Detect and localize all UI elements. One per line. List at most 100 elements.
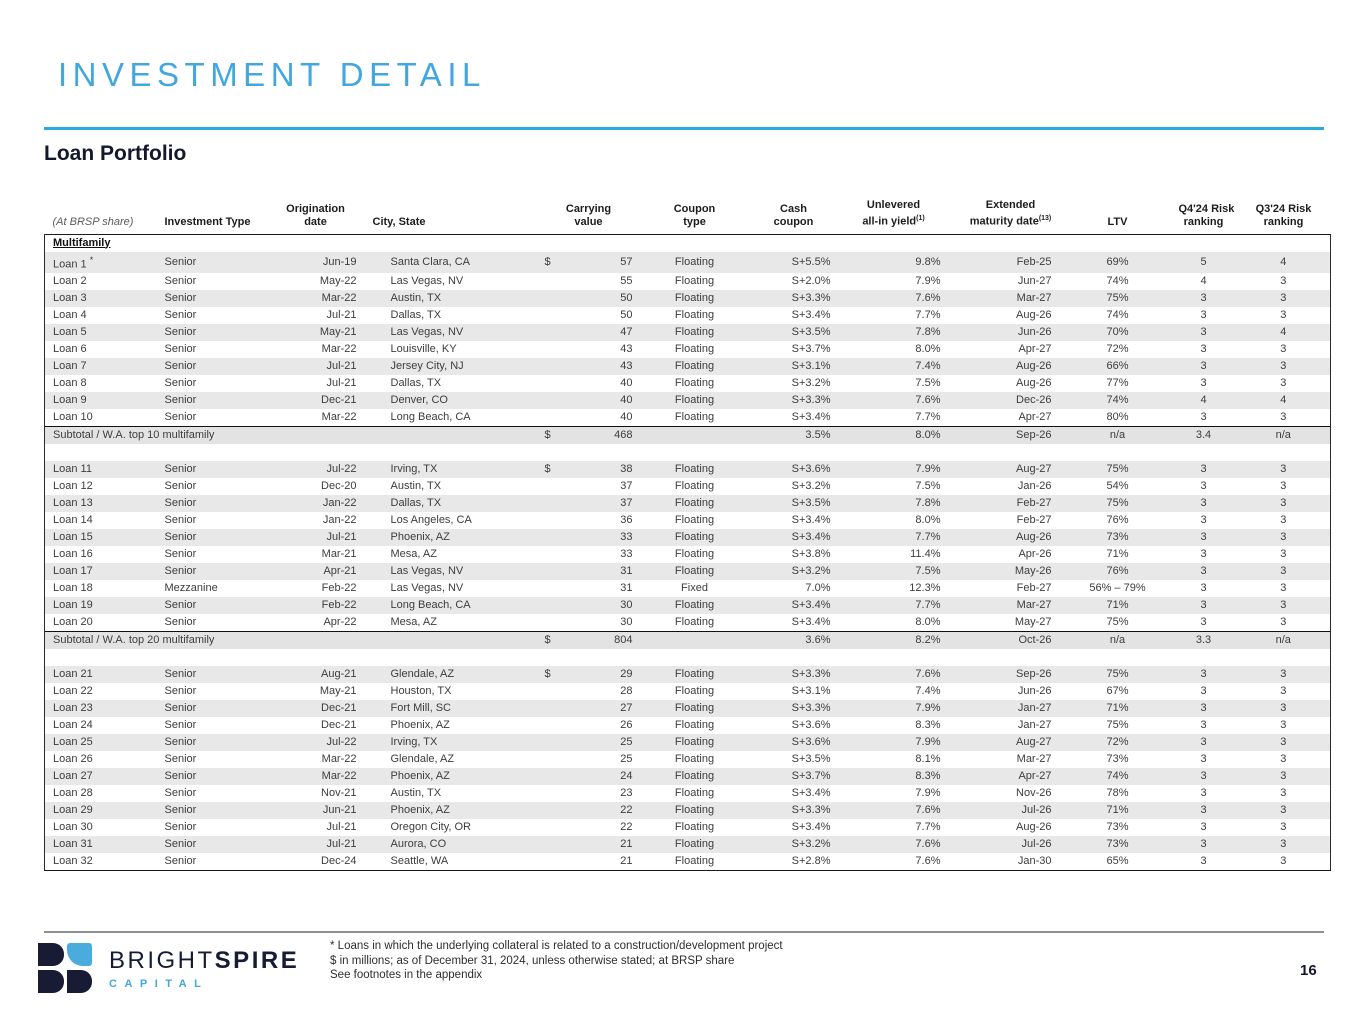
header-line-top: Q3'24 Risk (1255, 202, 1312, 215)
dollar-sign (545, 580, 548, 597)
cell-q3-risk-ranking: 3 (1236, 375, 1331, 393)
cell-origination-date: Jan-22 (322, 514, 357, 527)
cell-loan-name: Loan 13 (44, 495, 157, 513)
cell-loan-name: Loan 1 * (44, 251, 157, 274)
cell-ltv: 70% (1064, 324, 1171, 342)
footnote-line: * Loans in which the underlying collater… (330, 940, 783, 952)
cell-all-in-yield: 7.4% (915, 685, 941, 698)
column-header-all-in-yield: Unlevered all-in yield(1) (839, 190, 949, 234)
carrying-value-content: $468 (545, 428, 633, 445)
table-row: Loan 32 Senior Dec-24 Seattle, WA 21 Floatin… (44, 853, 1331, 872)
carrying-value-content: 31 (545, 563, 632, 580)
header-line-top: Cash (780, 202, 807, 215)
carrying-amount: 43 (620, 360, 633, 373)
cell-origination-date: Jul-21 (266, 836, 365, 854)
dollar-sign (545, 717, 548, 734)
header-line-bottom: all-in yield(1) (862, 214, 925, 228)
cell-subtotal-cash-coupon: 3.5% (748, 426, 839, 445)
cell-origination-date: Mar-22 (321, 753, 357, 766)
cell-carrying-value: 40 (537, 375, 641, 392)
cell-carrying-value: 26 (537, 717, 641, 734)
column-header-coupon-type: Coupon type (641, 190, 749, 234)
cell-investment-type: Senior (156, 802, 267, 820)
cell-q3-risk-ranking: 3 (1236, 785, 1331, 803)
cell-q3-risk-ranking: 4 (1236, 324, 1331, 342)
cell-cash-coupon: S+3.4% (748, 597, 839, 615)
cell-q3-risk-ranking: 3 (1236, 546, 1331, 564)
cell-cash-coupon: S+3.5% (748, 324, 839, 342)
cell-q3-risk-ranking: 3 (1236, 717, 1331, 735)
cell-coupon-type: Floating (640, 392, 749, 410)
cell-q3-risk-ranking: 3 (1236, 734, 1331, 752)
cell-subtotal-q4-risk-ranking: 3.3 (1170, 631, 1237, 650)
cell-city-state: Las Vegas, NV (364, 563, 537, 581)
cell-q3-risk-ranking: 3 (1236, 751, 1331, 769)
cell-q3-risk-ranking: 3 (1236, 580, 1331, 598)
cell-city-state: Dallas, TX (390, 309, 442, 322)
cell-origination-date: Mar-22 (266, 290, 365, 308)
cell-coupon-type: Floating (640, 666, 749, 684)
cell-all-in-yield: 7.7% (838, 597, 949, 615)
header-line-top: Unlevered (866, 198, 921, 211)
cell-q3-risk-ranking: 3 (1236, 461, 1331, 479)
brand-name-regular: BRIGHT (109, 946, 215, 974)
cell-coupon-type: Floating (674, 411, 715, 424)
carrying-value-content: 37 (545, 495, 632, 512)
cell-origination-date: Mar-22 (266, 768, 365, 786)
cell-investment-type: Senior (164, 787, 197, 800)
cell-investment-type: Senior (156, 666, 267, 684)
table-row: Loan 3 Senior Mar-22 Austin, TX 50 Floating S… (44, 290, 1331, 308)
cell-cash-coupon: S+3.1% (748, 358, 839, 376)
cell-q4-risk-ranking: 5 (1170, 251, 1237, 274)
carrying-value-content: $804 (545, 633, 633, 650)
cell-all-in-yield: 12.3% (909, 582, 941, 595)
spacer-cell (44, 444, 1331, 462)
cell-cash-coupon: S+3.7% (748, 768, 839, 786)
table-row: Loan 2 Senior May-22 Las Vegas, NV 55 Floati… (44, 273, 1331, 291)
cell-city-state: Long Beach, CA (364, 597, 537, 615)
cell-subtotal-all-in-yield: 8.0% (838, 426, 949, 445)
logo-block-top-left (38, 943, 64, 966)
cell-loan-name: Loan 11 (44, 461, 157, 479)
dollar-sign: $ (544, 255, 551, 268)
cell-subtotal-label: Subtotal / W.A. top 20 multifamily (44, 631, 537, 650)
cell-q3-risk-ranking: 3 (1236, 563, 1331, 581)
dollar-sign (545, 734, 548, 751)
cell-q4-risk-ranking: 3 (1200, 343, 1207, 356)
carrying-value-content: $38 (545, 461, 633, 478)
column-header-carrying-value: Carrying value (537, 190, 641, 234)
cell-maturity-date: Mar-27 (1016, 753, 1052, 766)
table-row: Loan 30 Senior Jul-21 Oregon City, OR 22 Flo… (44, 819, 1331, 837)
cell-q4-risk-ranking: 3 (1200, 821, 1207, 834)
cell-coupon-type: Floating (640, 324, 749, 342)
header-row: (At BRSP share) Investment Type Originatio… (45, 190, 1331, 234)
cell-all-in-yield: 8.3% (915, 719, 941, 732)
cell-loan-name: Loan 16 (44, 546, 157, 564)
cell-all-in-yield: 11.4% (910, 548, 941, 561)
cell-maturity-date: Aug-26 (948, 529, 1065, 547)
carrying-amount: 24 (620, 770, 633, 783)
cell-q3-risk-ranking: 3 (1236, 478, 1331, 496)
dollar-sign (545, 392, 548, 409)
cell-q3-risk-ranking: 3 (1236, 358, 1331, 376)
cell-subtotal-ltv: n/a (1064, 631, 1171, 650)
cell-q4-risk-ranking: 3 (1200, 719, 1207, 732)
cell-origination-date: Feb-22 (321, 582, 357, 595)
cell-carrying-value: 22 (536, 802, 641, 820)
table-row: Loan 15 Senior Jul-21 Phoenix, AZ 33 Floatin… (44, 529, 1331, 547)
cell-origination-date: May-21 (319, 685, 357, 698)
header-line-bottom: date (304, 215, 327, 228)
table-row: Loan 1 * Senior Jun-19 Santa Clara, CA $57 Fl… (44, 251, 1331, 274)
carrying-value-content: 22 (545, 802, 632, 819)
cell-carrying-value: 43 (537, 341, 641, 358)
header-line-top: Carrying (565, 202, 612, 215)
column-header-q4-risk-ranking: Q4'24 Risk ranking (1171, 190, 1237, 234)
cell-ltv: 74% (1106, 275, 1129, 288)
column-header-investment-type: Investment Type (157, 190, 267, 234)
cell-q3-risk-ranking: 3 (1236, 512, 1331, 530)
cell-all-in-yield: 7.6% (838, 836, 949, 854)
cell-maturity-date: Jan-27 (948, 700, 1065, 718)
dollar-sign (545, 819, 548, 836)
cell-investment-type: Senior (164, 514, 197, 527)
cell-carrying-value: 21 (536, 836, 641, 854)
